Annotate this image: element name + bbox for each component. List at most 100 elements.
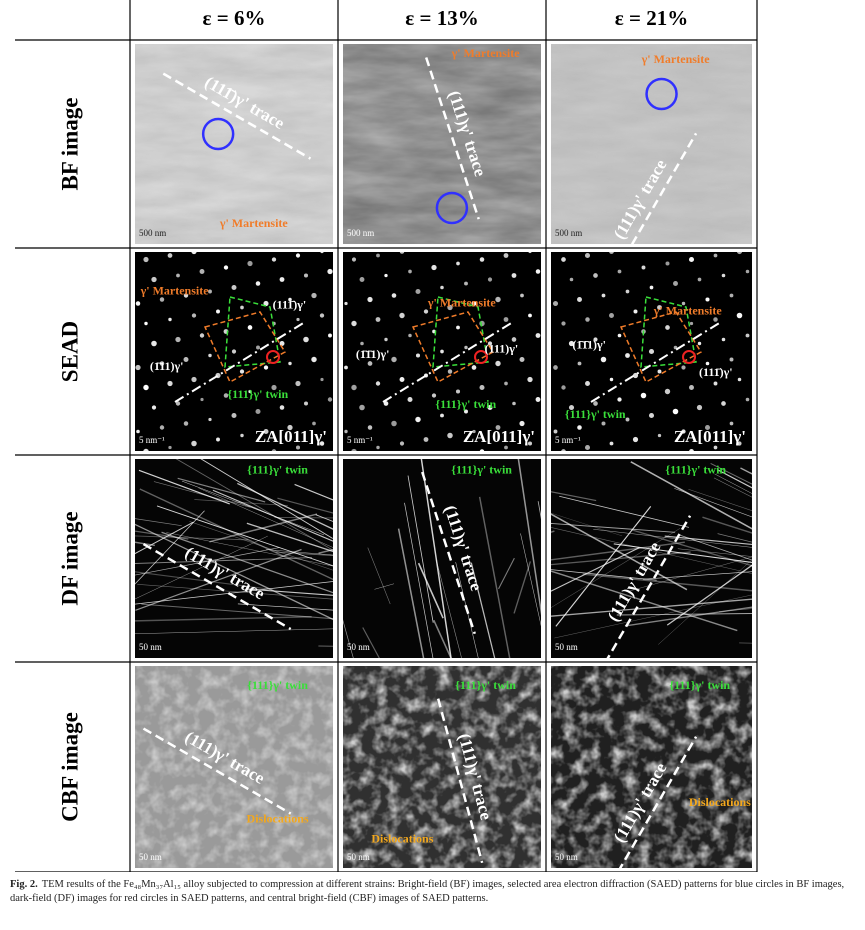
annotation: γ' Martensite [641, 52, 711, 66]
twin-streak [790, 525, 865, 532]
diffraction-spot [120, 262, 123, 265]
diffraction-spot [809, 365, 814, 370]
twin-streak [754, 589, 865, 641]
diffraction-spot [408, 269, 412, 274]
twin-streak [631, 529, 752, 567]
diffraction-spot [351, 448, 357, 451]
annotation: {111}γ' twin [451, 463, 512, 477]
diffraction-spot [809, 429, 814, 434]
diffraction-spot [471, 301, 477, 306]
diffraction-spot [183, 421, 189, 426]
diffraction-spot [657, 433, 662, 438]
diffraction-spot [472, 429, 476, 434]
twin-streak [135, 530, 189, 540]
diffraction-spot [834, 426, 838, 430]
diffraction-spot [191, 252, 197, 255]
diffraction-spot [817, 385, 822, 390]
twin-streak [555, 506, 652, 627]
twin-streak [135, 518, 182, 526]
diffraction-spot [729, 421, 734, 426]
diffraction-spot [736, 312, 743, 319]
twin-streak [658, 559, 752, 645]
diffraction-spot [287, 424, 293, 431]
diffraction-spot [431, 393, 437, 398]
diffraction-spot [311, 292, 317, 299]
diffraction-spot [601, 293, 606, 298]
twin-streak [397, 528, 425, 658]
diffraction-spot [200, 397, 204, 402]
diffraction-spot [119, 325, 124, 330]
twin-streak [141, 603, 333, 620]
diffraction-spot [737, 441, 742, 446]
twin-streak [135, 510, 205, 585]
diffraction-spot [231, 412, 237, 419]
diffraction-spot [447, 432, 453, 439]
diffraction-spot [447, 369, 453, 374]
diffraction-spot [632, 372, 639, 379]
diffraction-spot [384, 273, 388, 278]
twin-streak [630, 461, 752, 530]
diffraction-spot [689, 321, 694, 326]
diffraction-spot [672, 408, 679, 415]
annotation: γ' Martensite [653, 303, 723, 317]
diffraction-spot [664, 388, 671, 395]
diffraction-spot [648, 348, 655, 355]
caption: Fig. 2. TEM results of the Fe₄₈Mn₃₇Al₁₅ a… [10, 878, 858, 906]
diffraction-spot [320, 377, 324, 382]
diffraction-spot [617, 269, 622, 274]
diffraction-spot [681, 365, 686, 370]
diffraction-spot [673, 281, 678, 286]
diffraction-spot [135, 364, 141, 371]
diffraction-spot [255, 281, 261, 286]
diffraction-spot [367, 425, 373, 430]
twin-streak [832, 512, 865, 555]
diffraction-spot [577, 425, 582, 430]
twin-streak [551, 512, 623, 537]
diffraction-spot [311, 356, 317, 363]
diffraction-spot [303, 336, 309, 343]
diffraction-spot [487, 404, 493, 411]
diffraction-spot [681, 301, 686, 306]
diffraction-spot [191, 440, 197, 447]
diffraction-spot [713, 317, 718, 322]
twin-streak [674, 488, 752, 518]
diffraction-spot [208, 353, 212, 358]
selection-circle [266, 350, 280, 364]
diffraction-spot [112, 241, 116, 245]
diffraction-spot [367, 296, 373, 303]
twin-streak [520, 533, 541, 627]
diffraction-spot [191, 376, 197, 383]
twin-streak [498, 557, 515, 590]
diffraction-spot [344, 429, 348, 434]
diffraction-spot [143, 448, 149, 451]
diffraction-spot [87, 309, 92, 314]
diffraction-spot [239, 369, 245, 374]
diffraction-spot [609, 313, 614, 318]
diffraction-spot [585, 317, 590, 322]
panel-image [551, 252, 838, 451]
diffraction-spot [721, 401, 726, 406]
diffraction-spot [793, 325, 797, 329]
diffraction-spot [802, 410, 806, 414]
diffraction-spot [721, 337, 726, 342]
diffraction-spot [55, 293, 60, 298]
diffraction-spot [503, 253, 509, 258]
diffraction-spot [431, 264, 437, 271]
annotation: {111}γ' twin [669, 678, 730, 692]
diffraction-spot [456, 325, 460, 330]
martensite-outline [203, 311, 287, 384]
diffraction-spot [263, 428, 269, 435]
selection-circle [201, 117, 235, 151]
twin-outline [640, 296, 697, 368]
diffraction-spot [535, 397, 541, 402]
selection-circle [474, 350, 488, 364]
twin-streak [135, 548, 302, 611]
diffraction-spot [561, 321, 566, 326]
twin-streak [551, 528, 681, 608]
diffraction-spot [778, 350, 782, 354]
diffraction-spot [584, 252, 591, 259]
diffraction-spot [761, 437, 766, 442]
column-header: ε = 6% [203, 6, 266, 30]
